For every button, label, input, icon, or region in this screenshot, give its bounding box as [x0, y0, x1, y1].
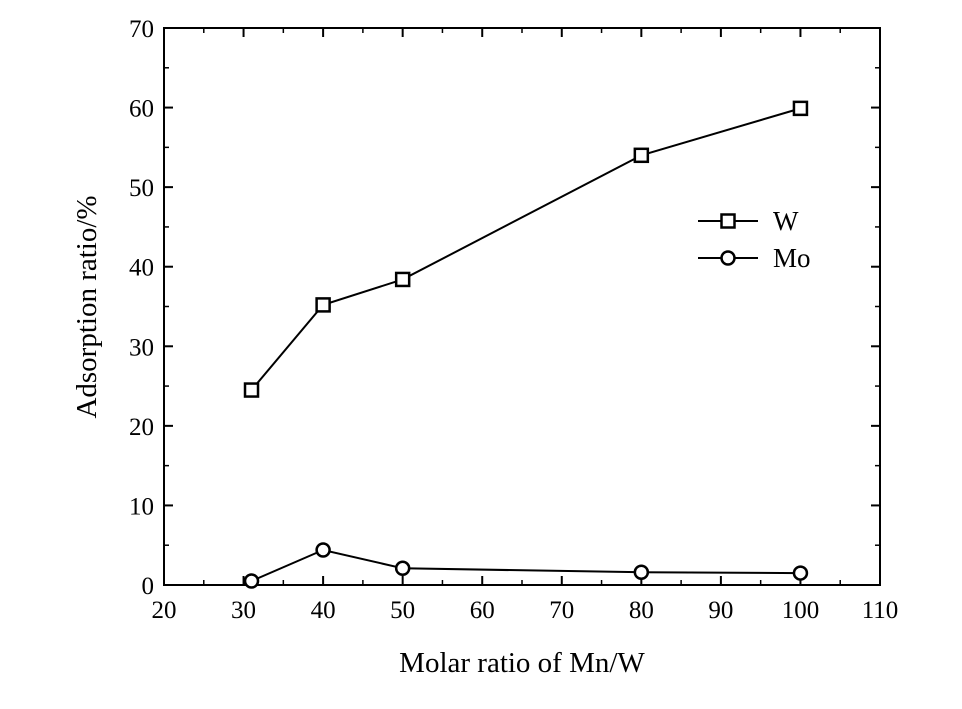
legend: W Mo: [698, 206, 811, 273]
series-mo: [243, 542, 809, 589]
x-tick-label: 20: [152, 597, 177, 624]
legend-label-w: W: [773, 206, 799, 236]
x-tick-label: 40: [311, 597, 336, 624]
y-tick-label: 0: [142, 573, 155, 600]
y-tick-label: 60: [129, 96, 154, 123]
data-point-mo: [633, 564, 650, 581]
y-tick-label: 70: [129, 16, 154, 43]
data-point-mo: [394, 560, 411, 577]
legend-marker-w: [720, 213, 736, 229]
x-tick-label: 100: [782, 597, 820, 624]
series-layer: [243, 100, 809, 589]
ticks-layer: 20 30 40 50 60 70 80 90 100 110 0 10 20 30 40 50 60 70: [129, 16, 898, 624]
data-point-w: [243, 382, 260, 398]
x-tick-label: 60: [470, 597, 495, 624]
data-point-mo: [243, 573, 260, 589]
legend-marker-mo: [720, 250, 736, 266]
y-tick-label: 30: [129, 334, 154, 361]
data-point-w: [394, 271, 411, 288]
x-tick-label: 50: [390, 597, 415, 624]
y-tick-label: 50: [129, 175, 154, 202]
data-point-mo: [315, 542, 331, 558]
x-tick-label: 80: [629, 597, 654, 624]
data-point-w: [792, 100, 809, 117]
x-tick-label: 30: [231, 597, 256, 624]
series-line-w: [250, 107, 801, 391]
legend-item-w: W: [698, 206, 799, 236]
legend-label-mo: Mo: [773, 243, 811, 273]
y-tick-label: 20: [129, 414, 154, 441]
x-tick-label: 90: [708, 597, 733, 624]
series-line-mo: [251, 548, 801, 582]
y-tick-label: 10: [129, 493, 154, 520]
legend-item-mo: Mo: [698, 243, 811, 273]
y-axis-title: Adsorption ratio/%: [71, 195, 103, 418]
x-tick-label: 70: [549, 597, 574, 624]
data-point-w: [633, 147, 650, 164]
data-point-w: [315, 297, 331, 313]
y-tick-label: 40: [129, 255, 154, 282]
plot-frame: [163, 27, 881, 586]
data-point-mo: [792, 565, 809, 581]
series-w: [243, 100, 809, 398]
x-tick-label: 110: [862, 597, 899, 624]
x-axis-title: Molar ratio of Mn/W: [399, 647, 645, 679]
